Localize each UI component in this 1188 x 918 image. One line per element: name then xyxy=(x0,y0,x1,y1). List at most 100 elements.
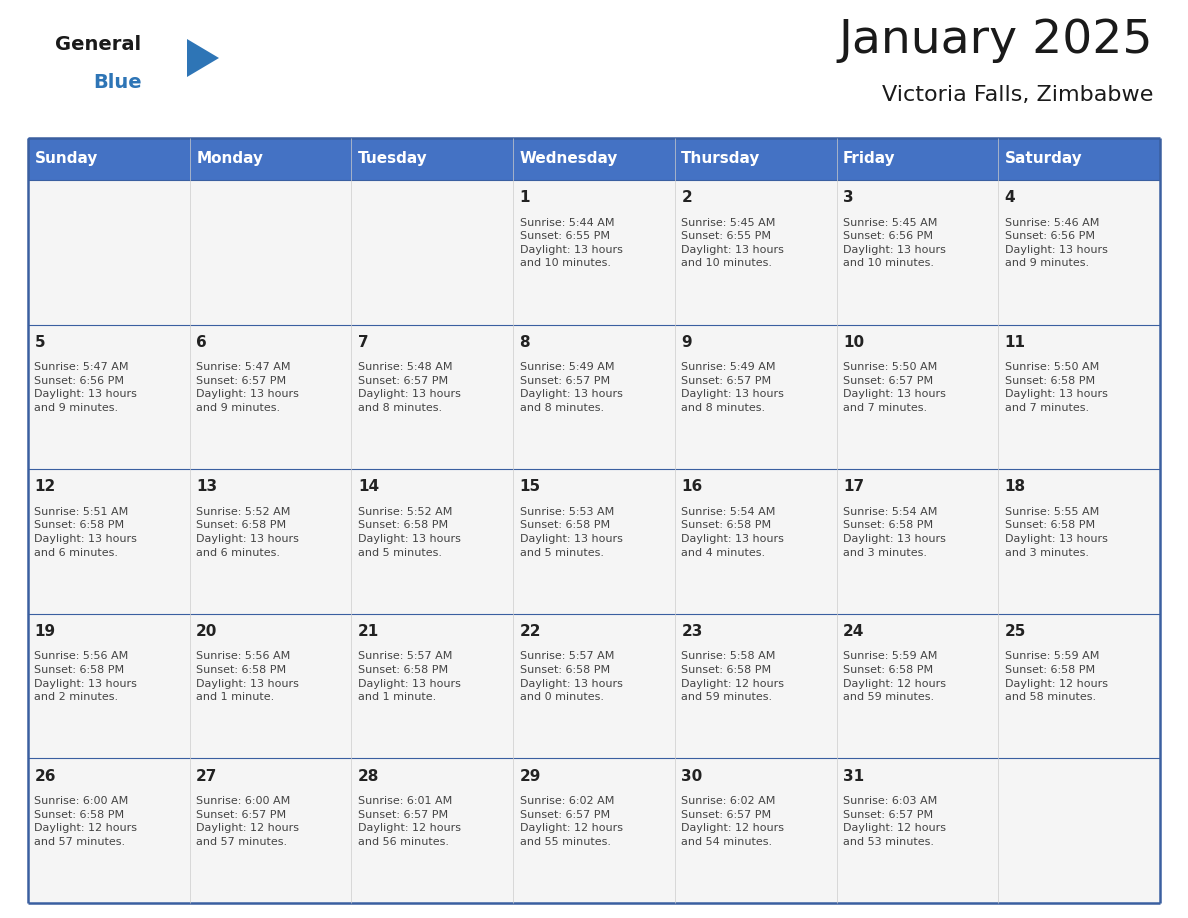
Text: Sunrise: 5:59 AM
Sunset: 6:58 PM
Daylight: 12 hours
and 58 minutes.: Sunrise: 5:59 AM Sunset: 6:58 PM Dayligh… xyxy=(1005,652,1107,702)
Bar xyxy=(352,325,513,469)
Text: 9: 9 xyxy=(682,335,691,350)
Text: Saturday: Saturday xyxy=(1005,151,1082,166)
Bar xyxy=(352,758,513,903)
Bar xyxy=(998,614,1159,758)
Bar xyxy=(513,614,675,758)
Text: 13: 13 xyxy=(196,479,217,494)
Text: Thursday: Thursday xyxy=(682,151,760,166)
Bar xyxy=(675,758,836,903)
Text: 2: 2 xyxy=(682,190,693,205)
Text: General: General xyxy=(55,35,141,54)
Bar xyxy=(29,758,190,903)
Text: Sunrise: 5:57 AM
Sunset: 6:58 PM
Daylight: 13 hours
and 1 minute.: Sunrise: 5:57 AM Sunset: 6:58 PM Dayligh… xyxy=(358,652,461,702)
Text: 28: 28 xyxy=(358,768,379,784)
Text: 11: 11 xyxy=(1005,335,1025,350)
Text: 22: 22 xyxy=(519,624,541,639)
Text: 30: 30 xyxy=(682,768,702,784)
Text: Sunrise: 5:56 AM
Sunset: 6:58 PM
Daylight: 13 hours
and 1 minute.: Sunrise: 5:56 AM Sunset: 6:58 PM Dayligh… xyxy=(196,652,299,702)
Text: 26: 26 xyxy=(34,768,56,784)
Text: Monday: Monday xyxy=(196,151,264,166)
Text: Wednesday: Wednesday xyxy=(519,151,618,166)
Bar xyxy=(190,325,352,469)
Text: Sunrise: 5:54 AM
Sunset: 6:58 PM
Daylight: 13 hours
and 3 minutes.: Sunrise: 5:54 AM Sunset: 6:58 PM Dayligh… xyxy=(843,507,946,557)
Text: Sunrise: 5:57 AM
Sunset: 6:58 PM
Daylight: 13 hours
and 0 minutes.: Sunrise: 5:57 AM Sunset: 6:58 PM Dayligh… xyxy=(519,652,623,702)
Text: Sunrise: 5:44 AM
Sunset: 6:55 PM
Daylight: 13 hours
and 10 minutes.: Sunrise: 5:44 AM Sunset: 6:55 PM Dayligh… xyxy=(519,218,623,268)
Bar xyxy=(836,758,998,903)
Text: Friday: Friday xyxy=(843,151,896,166)
Bar xyxy=(836,469,998,614)
Text: Victoria Falls, Zimbabwe: Victoria Falls, Zimbabwe xyxy=(881,85,1154,105)
Text: Sunrise: 5:45 AM
Sunset: 6:55 PM
Daylight: 13 hours
and 10 minutes.: Sunrise: 5:45 AM Sunset: 6:55 PM Dayligh… xyxy=(682,218,784,268)
Bar xyxy=(352,469,513,614)
Text: Sunrise: 5:55 AM
Sunset: 6:58 PM
Daylight: 13 hours
and 3 minutes.: Sunrise: 5:55 AM Sunset: 6:58 PM Dayligh… xyxy=(1005,507,1107,557)
Bar xyxy=(29,180,190,325)
Bar xyxy=(29,614,190,758)
Text: Sunrise: 5:56 AM
Sunset: 6:58 PM
Daylight: 13 hours
and 2 minutes.: Sunrise: 5:56 AM Sunset: 6:58 PM Dayligh… xyxy=(34,652,138,702)
Text: Sunrise: 5:46 AM
Sunset: 6:56 PM
Daylight: 13 hours
and 9 minutes.: Sunrise: 5:46 AM Sunset: 6:56 PM Dayligh… xyxy=(1005,218,1107,268)
Text: 23: 23 xyxy=(682,624,702,639)
Bar xyxy=(513,325,675,469)
Bar xyxy=(190,180,352,325)
Text: 7: 7 xyxy=(358,335,368,350)
Text: 29: 29 xyxy=(519,768,541,784)
Text: Sunrise: 5:59 AM
Sunset: 6:58 PM
Daylight: 12 hours
and 59 minutes.: Sunrise: 5:59 AM Sunset: 6:58 PM Dayligh… xyxy=(843,652,946,702)
Text: Sunrise: 5:53 AM
Sunset: 6:58 PM
Daylight: 13 hours
and 5 minutes.: Sunrise: 5:53 AM Sunset: 6:58 PM Dayligh… xyxy=(519,507,623,557)
Bar xyxy=(836,325,998,469)
Text: Sunrise: 5:50 AM
Sunset: 6:58 PM
Daylight: 13 hours
and 7 minutes.: Sunrise: 5:50 AM Sunset: 6:58 PM Dayligh… xyxy=(1005,363,1107,413)
Bar xyxy=(836,614,998,758)
Bar xyxy=(513,758,675,903)
Text: 3: 3 xyxy=(843,190,854,205)
Text: 4: 4 xyxy=(1005,190,1016,205)
Text: 1: 1 xyxy=(519,190,530,205)
Text: Sunrise: 5:47 AM
Sunset: 6:56 PM
Daylight: 13 hours
and 9 minutes.: Sunrise: 5:47 AM Sunset: 6:56 PM Dayligh… xyxy=(34,363,138,413)
Text: Sunrise: 5:58 AM
Sunset: 6:58 PM
Daylight: 12 hours
and 59 minutes.: Sunrise: 5:58 AM Sunset: 6:58 PM Dayligh… xyxy=(682,652,784,702)
Bar xyxy=(29,138,1159,180)
Text: Sunrise: 5:52 AM
Sunset: 6:58 PM
Daylight: 13 hours
and 5 minutes.: Sunrise: 5:52 AM Sunset: 6:58 PM Dayligh… xyxy=(358,507,461,557)
Text: Sunrise: 6:02 AM
Sunset: 6:57 PM
Daylight: 12 hours
and 54 minutes.: Sunrise: 6:02 AM Sunset: 6:57 PM Dayligh… xyxy=(682,796,784,846)
Text: 20: 20 xyxy=(196,624,217,639)
Text: Sunrise: 5:48 AM
Sunset: 6:57 PM
Daylight: 13 hours
and 8 minutes.: Sunrise: 5:48 AM Sunset: 6:57 PM Dayligh… xyxy=(358,363,461,413)
Text: January 2025: January 2025 xyxy=(839,18,1154,63)
Bar xyxy=(675,325,836,469)
Text: 14: 14 xyxy=(358,479,379,494)
Text: 10: 10 xyxy=(843,335,864,350)
Bar xyxy=(513,180,675,325)
Text: 6: 6 xyxy=(196,335,207,350)
Text: Sunrise: 6:01 AM
Sunset: 6:57 PM
Daylight: 12 hours
and 56 minutes.: Sunrise: 6:01 AM Sunset: 6:57 PM Dayligh… xyxy=(358,796,461,846)
Bar xyxy=(513,469,675,614)
Bar xyxy=(675,614,836,758)
Text: Sunday: Sunday xyxy=(34,151,97,166)
Text: Sunrise: 5:52 AM
Sunset: 6:58 PM
Daylight: 13 hours
and 6 minutes.: Sunrise: 5:52 AM Sunset: 6:58 PM Dayligh… xyxy=(196,507,299,557)
Bar xyxy=(29,325,190,469)
Text: 17: 17 xyxy=(843,479,864,494)
Text: 31: 31 xyxy=(843,768,864,784)
Text: 25: 25 xyxy=(1005,624,1026,639)
Polygon shape xyxy=(187,39,219,77)
Text: Sunrise: 5:45 AM
Sunset: 6:56 PM
Daylight: 13 hours
and 10 minutes.: Sunrise: 5:45 AM Sunset: 6:56 PM Dayligh… xyxy=(843,218,946,268)
Text: Sunrise: 5:50 AM
Sunset: 6:57 PM
Daylight: 13 hours
and 7 minutes.: Sunrise: 5:50 AM Sunset: 6:57 PM Dayligh… xyxy=(843,363,946,413)
Bar xyxy=(998,180,1159,325)
Bar xyxy=(675,180,836,325)
Text: Sunrise: 5:47 AM
Sunset: 6:57 PM
Daylight: 13 hours
and 9 minutes.: Sunrise: 5:47 AM Sunset: 6:57 PM Dayligh… xyxy=(196,363,299,413)
Bar xyxy=(29,469,190,614)
Bar xyxy=(190,614,352,758)
Text: 27: 27 xyxy=(196,768,217,784)
Text: Sunrise: 6:00 AM
Sunset: 6:58 PM
Daylight: 12 hours
and 57 minutes.: Sunrise: 6:00 AM Sunset: 6:58 PM Dayligh… xyxy=(34,796,138,846)
Text: 8: 8 xyxy=(519,335,530,350)
Text: Sunrise: 5:49 AM
Sunset: 6:57 PM
Daylight: 13 hours
and 8 minutes.: Sunrise: 5:49 AM Sunset: 6:57 PM Dayligh… xyxy=(682,363,784,413)
Bar xyxy=(352,180,513,325)
Text: Sunrise: 6:02 AM
Sunset: 6:57 PM
Daylight: 12 hours
and 55 minutes.: Sunrise: 6:02 AM Sunset: 6:57 PM Dayligh… xyxy=(519,796,623,846)
Bar xyxy=(998,325,1159,469)
Text: 18: 18 xyxy=(1005,479,1026,494)
Text: Sunrise: 5:51 AM
Sunset: 6:58 PM
Daylight: 13 hours
and 6 minutes.: Sunrise: 5:51 AM Sunset: 6:58 PM Dayligh… xyxy=(34,507,138,557)
Text: Tuesday: Tuesday xyxy=(358,151,428,166)
Text: 12: 12 xyxy=(34,479,56,494)
Text: Sunrise: 5:54 AM
Sunset: 6:58 PM
Daylight: 13 hours
and 4 minutes.: Sunrise: 5:54 AM Sunset: 6:58 PM Dayligh… xyxy=(682,507,784,557)
Text: Sunrise: 5:49 AM
Sunset: 6:57 PM
Daylight: 13 hours
and 8 minutes.: Sunrise: 5:49 AM Sunset: 6:57 PM Dayligh… xyxy=(519,363,623,413)
Text: Blue: Blue xyxy=(93,73,141,92)
Bar xyxy=(675,469,836,614)
Text: Sunrise: 6:03 AM
Sunset: 6:57 PM
Daylight: 12 hours
and 53 minutes.: Sunrise: 6:03 AM Sunset: 6:57 PM Dayligh… xyxy=(843,796,946,846)
Text: 16: 16 xyxy=(682,479,702,494)
Bar xyxy=(190,758,352,903)
Bar xyxy=(190,469,352,614)
